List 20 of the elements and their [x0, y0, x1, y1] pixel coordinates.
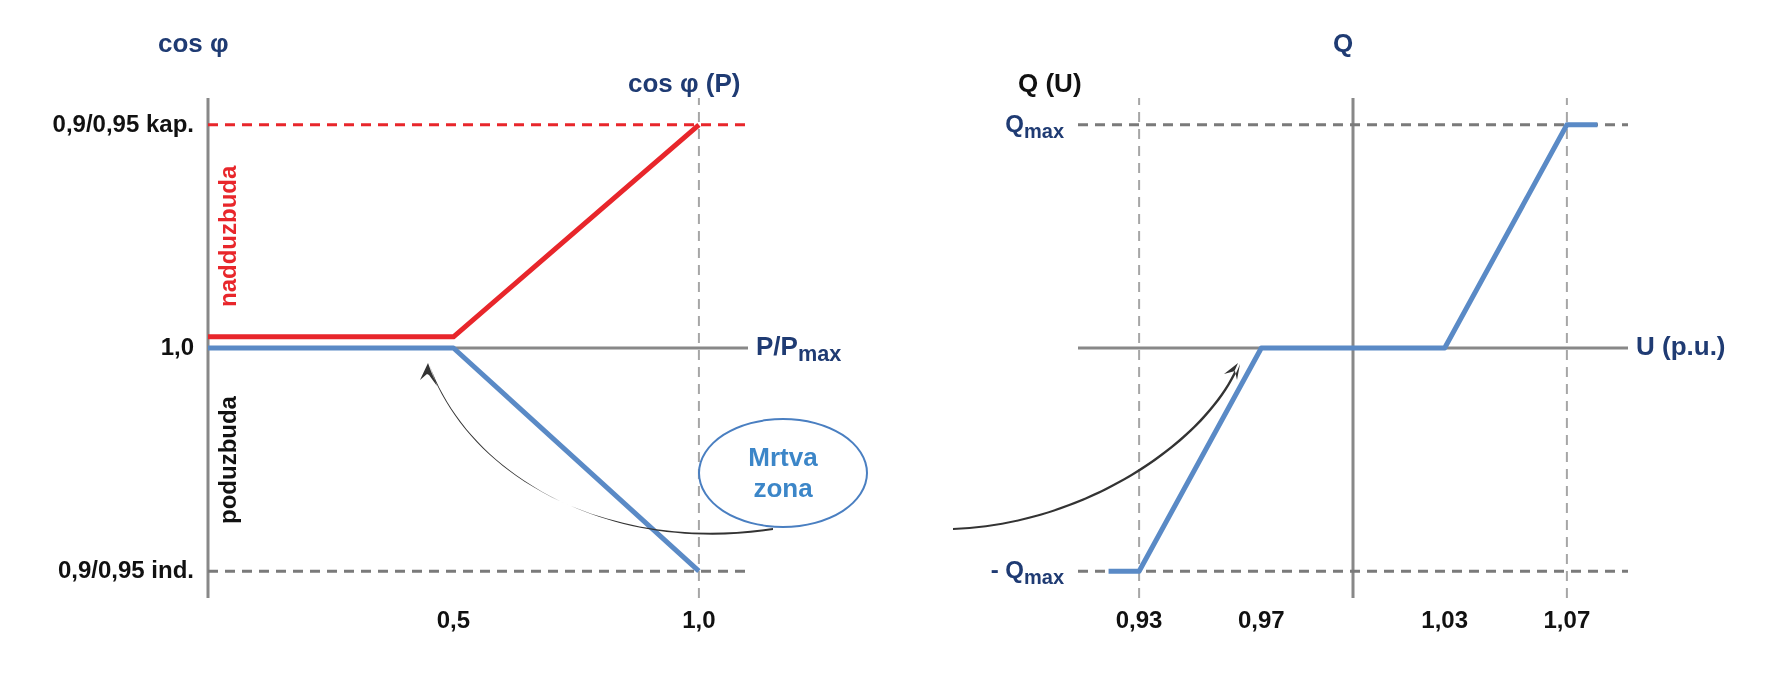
x-tick-label: 1,03: [1421, 606, 1469, 633]
y-axis-title: cos φ: [158, 28, 229, 59]
text: 0,9/0,95 kap.: [52, 109, 194, 138]
text: 1,0: [160, 333, 194, 361]
text: - Q$_{max}$: [990, 556, 1064, 589]
x-axis-title: P/P$_{max}$: [756, 331, 842, 368]
x-tick-label: 0,93: [1115, 606, 1163, 633]
x-axis-title: U (p.u.): [1636, 331, 1726, 362]
x-tick-label: 0,97: [1237, 606, 1285, 633]
x-tick-label: 1,07: [1543, 606, 1591, 633]
annotation: poduzbuda: [214, 394, 242, 526]
y-axis-title: Q: [1333, 28, 1354, 59]
cloud-icon: Mrtva zona: [698, 418, 868, 528]
x-tick-label: 1,0: [682, 606, 716, 633]
chart-title: Q (U): [1018, 68, 1082, 99]
chart-title: cos φ (P): [628, 68, 741, 99]
x-tick-label: 0,5: [436, 606, 471, 633]
text: 0,9/0,95 ind.: [57, 556, 194, 585]
annotation: nadduzbuda: [214, 164, 242, 310]
text: Q$_{max}$: [1005, 109, 1064, 143]
